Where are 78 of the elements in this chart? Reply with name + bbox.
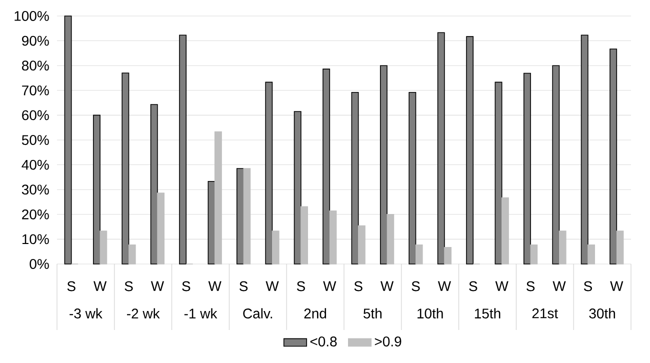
x-tick-label: S	[526, 281, 535, 292]
text: 2nd	[304, 308, 326, 318]
y-tick-label: 90%	[22, 36, 49, 46]
y-tick-label: 20%	[22, 209, 49, 220]
text: -2 wk	[127, 308, 160, 318]
x-tick-label: S	[124, 281, 133, 292]
bar	[265, 82, 273, 264]
x-tick-label: S	[296, 281, 305, 292]
x-tick-label: S	[469, 281, 478, 292]
bar	[501, 197, 509, 264]
x-tick-label: S	[67, 281, 76, 292]
bar	[92, 114, 100, 264]
bar	[494, 82, 502, 264]
bar	[588, 244, 596, 264]
bar	[128, 244, 136, 264]
bar	[580, 34, 588, 264]
x-tick-label: W	[438, 281, 451, 291]
y-tick-label: 100%	[14, 11, 49, 21]
bar	[386, 214, 394, 264]
x-tick-label: S	[354, 281, 362, 292]
bar	[380, 65, 388, 264]
bar	[523, 72, 531, 264]
bar	[444, 246, 452, 264]
bar	[329, 210, 337, 264]
x-tick-label: W	[150, 281, 164, 291]
text: -3 wk	[70, 308, 102, 318]
bar	[179, 34, 187, 264]
bar	[415, 244, 423, 264]
bar	[530, 244, 538, 264]
y-tick-label: 0%	[30, 259, 49, 269]
text: 10th	[418, 308, 443, 318]
bar	[100, 230, 108, 264]
text: -1 wk	[184, 308, 218, 318]
bar	[214, 131, 222, 264]
bar	[300, 206, 308, 264]
x-tick-label: W	[94, 281, 107, 291]
bar	[408, 92, 416, 264]
x-tick-label: W	[380, 281, 394, 291]
x-tick-label: W	[266, 281, 279, 291]
x-tick-label: W	[208, 281, 222, 291]
bar	[616, 230, 624, 264]
bar	[558, 230, 566, 264]
bar	[64, 16, 72, 264]
x-tick-label: W	[495, 281, 508, 291]
bar	[351, 92, 359, 264]
bar	[150, 104, 158, 264]
text: Calv.	[243, 308, 272, 318]
bar	[122, 72, 130, 264]
y-tick-label: 70%	[22, 85, 49, 96]
text: 15th	[474, 308, 500, 318]
y-tick-label: 60%	[22, 110, 49, 120]
bar	[552, 65, 560, 264]
legend-label: >0.9	[374, 336, 402, 346]
text: 30th	[589, 308, 616, 318]
text: 5th	[364, 308, 382, 318]
y-tick-label: 80%	[22, 60, 49, 71]
y-tick-label: 30%	[22, 184, 49, 195]
x-tick-label: W	[552, 281, 566, 291]
legend-label: <0.8	[310, 336, 337, 346]
x-tick-label: S	[412, 281, 420, 292]
text: 21st	[532, 308, 558, 318]
bar	[610, 48, 618, 264]
bar	[437, 32, 445, 264]
x-tick-label: S	[584, 281, 592, 292]
y-tick-label: 50%	[22, 135, 49, 145]
bar	[466, 36, 474, 264]
x-tick-label: W	[323, 281, 336, 291]
bar	[294, 111, 302, 264]
x-tick-label: W	[610, 281, 624, 291]
bar	[322, 68, 330, 264]
y-tick-label: 10%	[22, 234, 49, 244]
bar	[272, 230, 280, 264]
bar	[157, 192, 165, 264]
y-tick-label: 40%	[22, 160, 49, 170]
bar	[358, 225, 366, 264]
bar	[243, 168, 251, 264]
x-tick-label: S	[182, 281, 190, 292]
x-tick-label: S	[240, 281, 248, 292]
